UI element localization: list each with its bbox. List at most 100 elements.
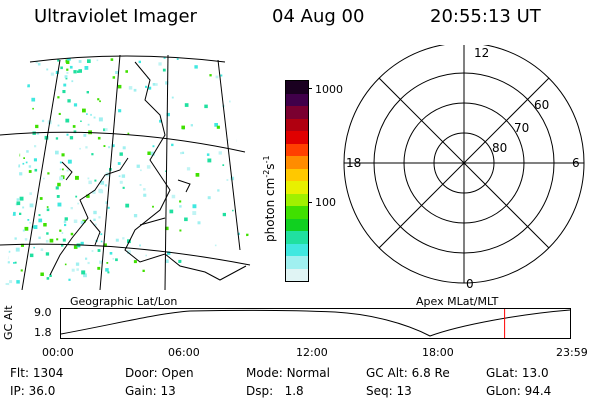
aurora-pixel — [119, 152, 123, 156]
aurora-pixel — [34, 168, 38, 172]
aurora-pixel — [195, 173, 200, 177]
colorbar-segment — [286, 218, 308, 231]
info-gc-alt: GC Alt: 6.8 Re — [366, 366, 450, 380]
aurora-pixel — [75, 175, 79, 180]
time-label: 20:55:13 UT — [430, 6, 541, 27]
info-gain: Gain: 13 — [125, 384, 176, 398]
aurora-pixel — [248, 92, 250, 96]
aurora-pixel — [1, 276, 3, 278]
aurora-pixel — [65, 77, 68, 80]
aurora-pixel — [61, 153, 65, 157]
aurora-pixel — [81, 270, 86, 275]
info-seq: Seq: 13 — [366, 384, 412, 398]
aurora-pixel — [14, 237, 17, 240]
aurora-pixel — [186, 167, 191, 171]
info-flt: Flt: 1304 — [10, 366, 64, 380]
aurora-pixel — [28, 170, 32, 173]
aurora-pixel — [165, 170, 167, 172]
aurora-pixel — [79, 147, 81, 150]
aurora-pixel — [70, 232, 74, 236]
aurora-pixel — [63, 220, 67, 224]
aurora-pixel — [29, 203, 34, 208]
aurora-pixel — [14, 161, 19, 166]
aurora-pixel — [121, 174, 126, 178]
aurora-pixel — [36, 132, 40, 135]
aurora-pixel — [235, 76, 238, 78]
aurora-pixel — [28, 165, 32, 168]
aurora-pixel — [37, 62, 41, 66]
aurora-pixel — [19, 212, 22, 215]
aurora-pixel — [32, 107, 34, 110]
aurora-pixel — [115, 238, 119, 242]
aurora-pixel — [87, 59, 91, 63]
mlt-label-6: 6 — [572, 156, 580, 170]
aurora-pixel — [23, 86, 27, 90]
aurora-pixel — [192, 211, 197, 215]
aurora-pixel — [55, 150, 59, 155]
aurora-pixel — [27, 219, 30, 221]
aurora-pixel — [33, 225, 38, 229]
aurora-pixel — [31, 97, 36, 102]
aurora-pixel — [103, 128, 106, 132]
aurora-pixel — [117, 84, 122, 89]
aurora-pixel — [226, 179, 229, 181]
aurora-pixel — [112, 258, 115, 260]
aurora-pixel — [80, 241, 84, 245]
aurora-pixel — [64, 263, 67, 266]
aurora-pixel — [78, 60, 82, 63]
aurora-pixel — [222, 164, 225, 166]
aurora-pixel — [24, 226, 29, 231]
aurora-pixel — [85, 257, 88, 260]
aurora-pixel — [82, 108, 86, 113]
aurora-pixel — [0, 202, 3, 205]
aurora-pixel — [145, 85, 148, 88]
aurora-pixel — [146, 165, 151, 169]
aurora-pixel — [112, 76, 116, 79]
aurora-pixel — [20, 269, 23, 272]
aurora-pixel — [148, 86, 152, 90]
aurora-pixel — [49, 274, 52, 277]
aurora-pixel — [8, 250, 11, 253]
aurora-pixel — [18, 77, 21, 80]
aurora-pixel — [150, 151, 155, 156]
aurora-pixel — [14, 105, 18, 109]
aurora-pixel — [63, 83, 67, 87]
aurora-pixel — [76, 243, 81, 248]
aurora-pixel — [65, 118, 70, 123]
aurora-pixel — [12, 171, 15, 174]
aurora-pixel — [180, 152, 183, 155]
aurora-pixel — [7, 140, 11, 144]
aurora-pixel — [237, 232, 240, 235]
aurora-pixel — [78, 69, 82, 73]
aurora-pixel — [70, 207, 73, 210]
aurora-pixel — [163, 56, 166, 59]
aurora-pixel — [83, 273, 87, 278]
aurora-pixel — [15, 81, 20, 86]
aurora-pixel — [236, 243, 239, 246]
aurora-pixel — [115, 258, 118, 262]
aurora-pixel — [93, 218, 96, 221]
aurora-pixel — [94, 223, 97, 226]
aurora-pixel — [7, 196, 10, 199]
aurora-pixel — [108, 146, 111, 149]
lat-label-80: 80 — [492, 141, 507, 155]
aurora-pixel — [5, 283, 10, 286]
aurora-pixel — [77, 202, 79, 205]
aurora-pixel — [217, 189, 220, 192]
aurora-pixel — [16, 128, 19, 132]
aurora-pixel — [5, 191, 7, 196]
polar-grid: 12 18 6 0 60 70 80 — [343, 45, 585, 290]
aurora-pixel — [59, 229, 62, 232]
aurora-pixel — [2, 140, 5, 143]
aurora-pixel — [80, 120, 82, 122]
aurora-pixel — [35, 124, 39, 129]
aurora-pixel — [143, 188, 146, 191]
aurora-pixel — [230, 176, 235, 181]
aurora-pixel — [181, 151, 185, 154]
aurora-pixel — [87, 123, 90, 126]
aurora-pixel — [105, 201, 109, 204]
aurora-pixel — [94, 179, 97, 182]
aurora-pixel — [7, 261, 10, 264]
aurora-pixel — [23, 157, 25, 159]
colorbar-segment — [286, 131, 308, 144]
